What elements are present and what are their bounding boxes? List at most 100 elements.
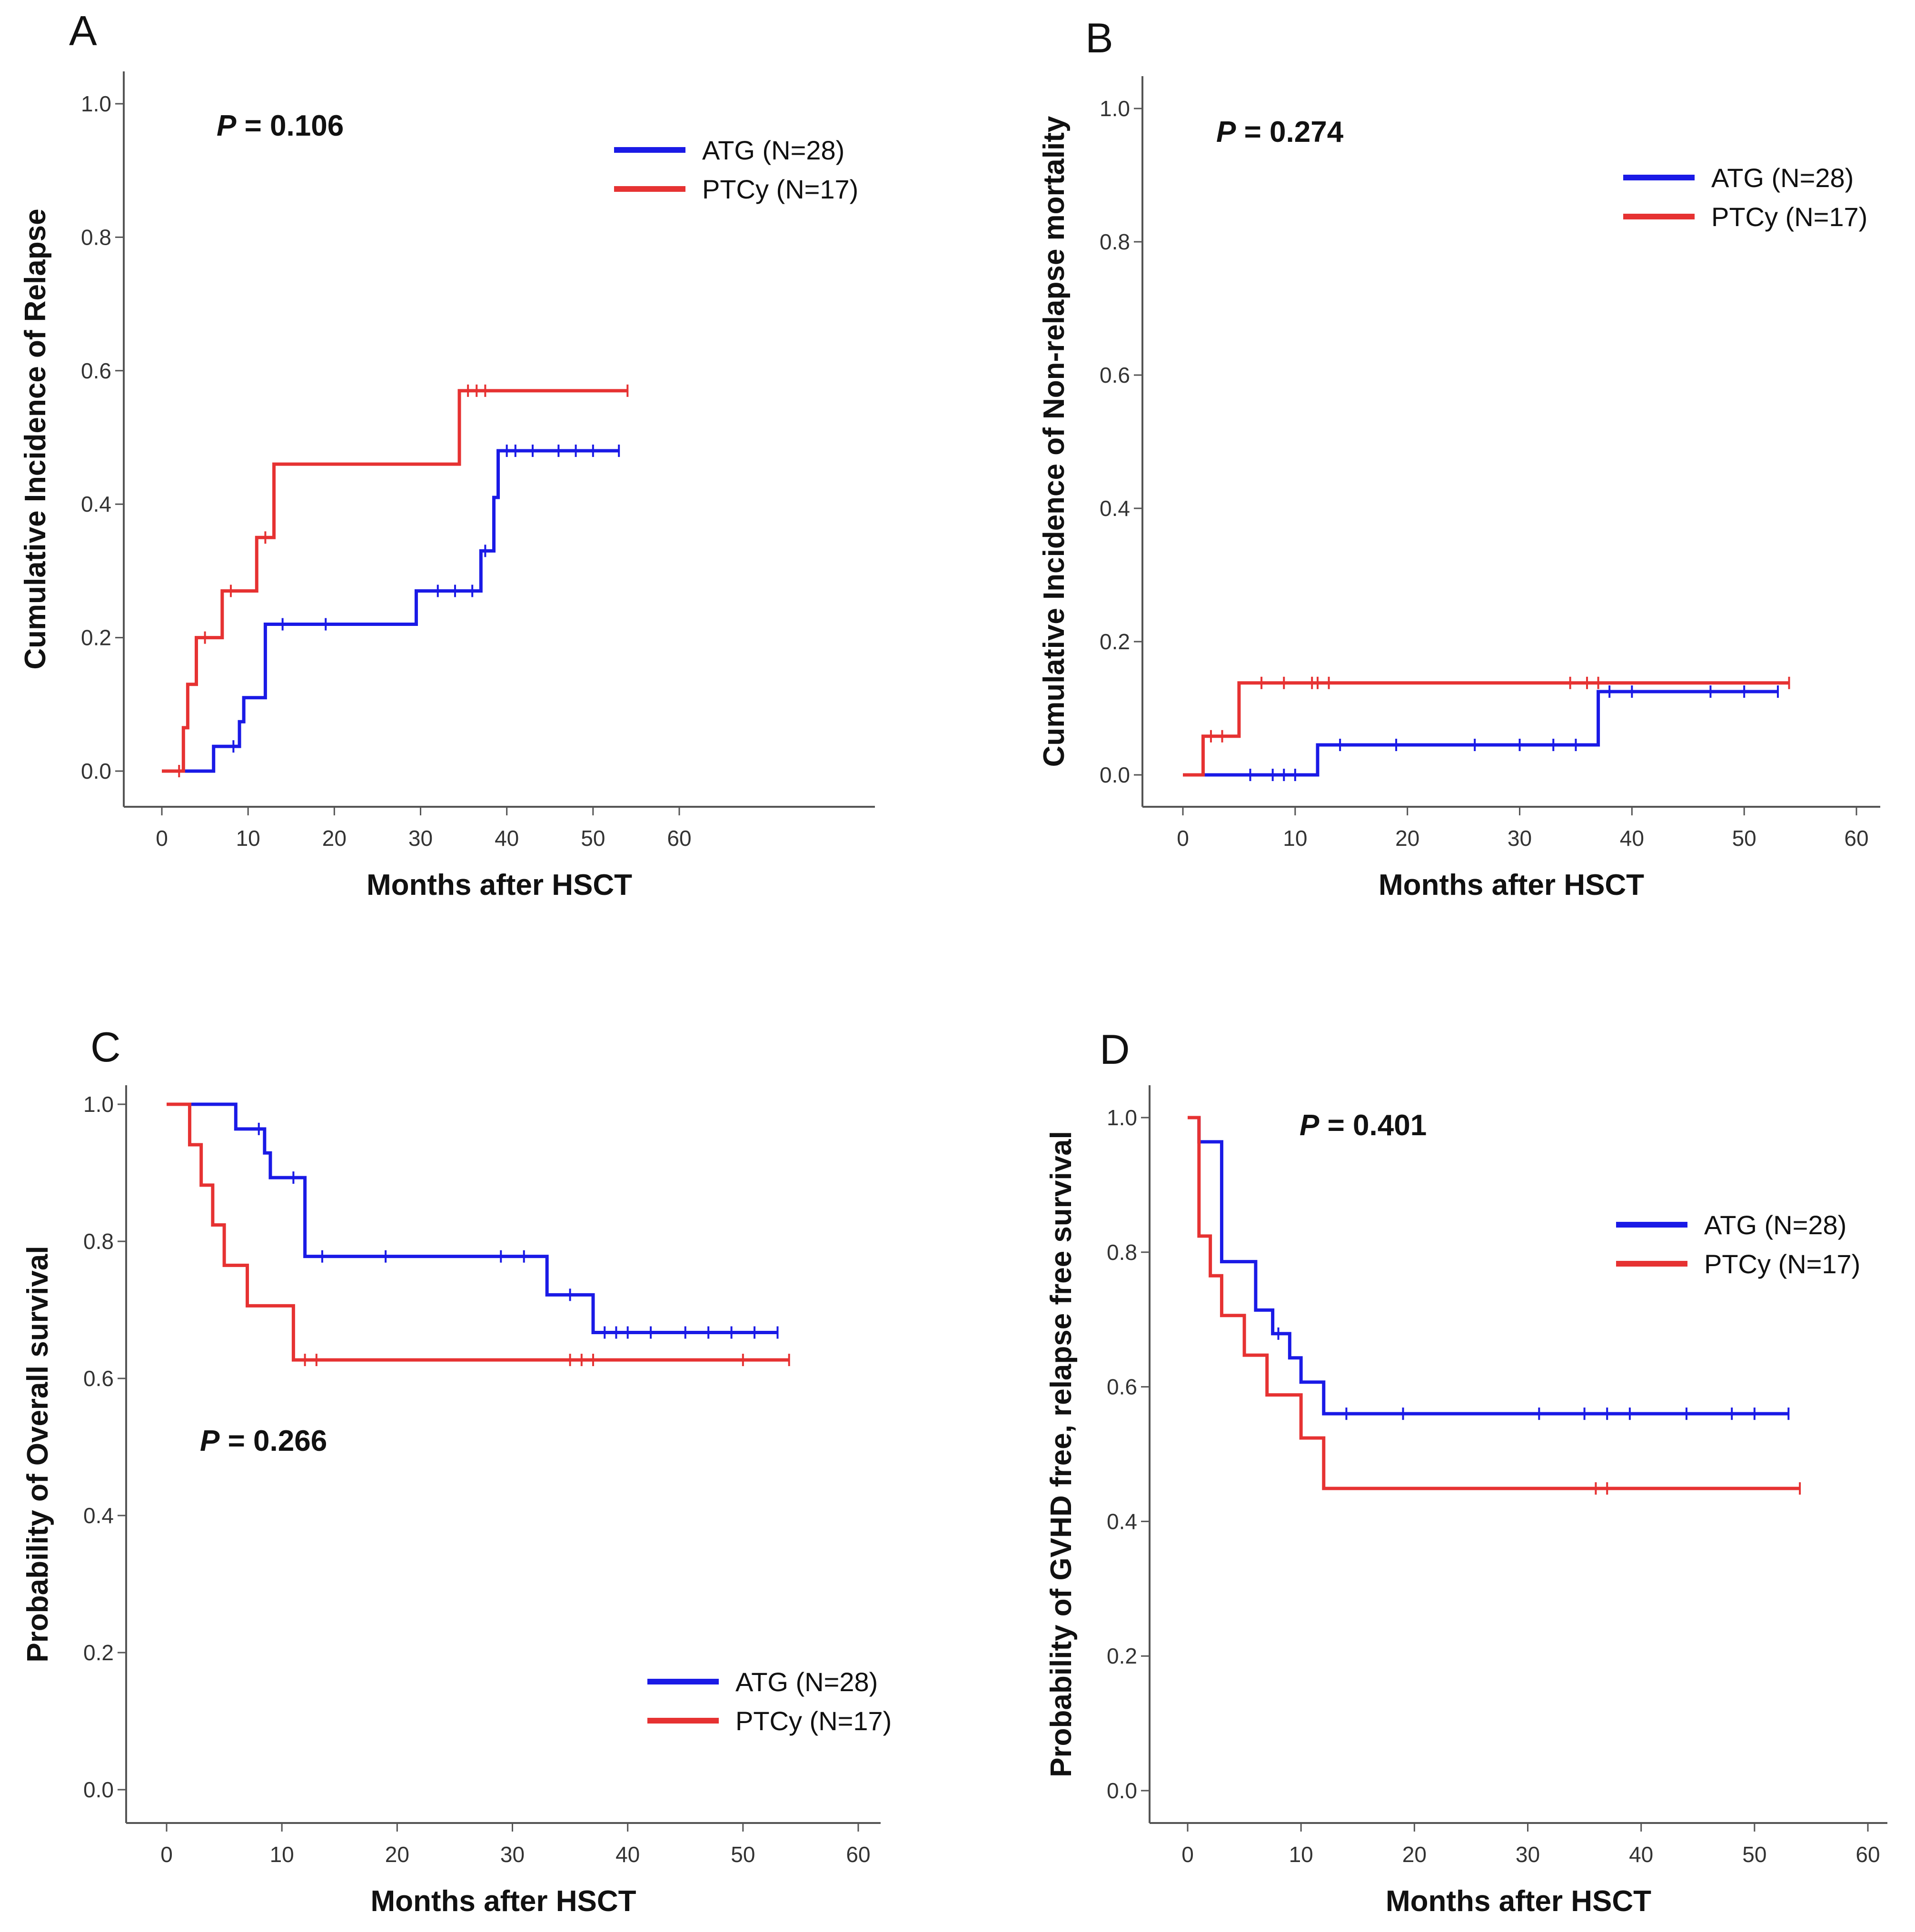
p-value: = 0.401 [1319,1109,1427,1142]
panel-d: D 0 10 20 30 40 50 60 0.0 0.2 0.4 0.6 0.8 1.0 Months a… [1045,1026,1887,1918]
x-tick-label: 40 [495,826,519,851]
p-value-label: P = 0.401 [1300,1109,1427,1142]
x-tick-label: 20 [385,1842,409,1867]
km-curve-ptcy [1188,1116,1800,1490]
p-value-label: P = 0.274 [1216,116,1344,149]
y-tick-label: 1.0 [1107,1105,1137,1130]
p-value: = 0.274 [1236,116,1343,149]
legend: ATG (N=28) PTCy (N=17) [1623,163,1867,232]
legend-label-atg: ATG (N=28) [1711,163,1854,193]
panel-letter: A [69,7,97,54]
p-value: = 0.106 [236,109,344,142]
x-tick-label: 60 [1844,826,1868,851]
x-axis-title: Months after HSCT [1379,869,1644,902]
x-tick-label: 50 [1732,826,1756,851]
x-tick-label: 0 [1181,1842,1194,1867]
series-atg [1183,685,1779,781]
legend-label-atg: ATG (N=28) [702,135,844,165]
km-curve-atg [1188,1116,1789,1416]
legend-label-ptcy: PTCy (N=17) [1704,1249,1860,1279]
series-ptcy [162,384,629,777]
y-tick-label: 0.2 [1100,629,1130,654]
y-axis-title: Cumulative Incidence of Relapse [19,208,52,669]
km-curve-atg [1183,690,1778,777]
y-tick-label: 0.8 [1100,229,1130,254]
x-tick-label: 30 [1508,826,1532,851]
x-tick-label: 60 [667,826,691,851]
p-symbol: P [1216,116,1236,149]
x-tick-label: 30 [500,1842,525,1867]
x-tick-label: 0 [160,1842,173,1867]
legend: ATG (N=28) PTCy (N=17) [647,1667,892,1736]
y-tick-label: 0.0 [81,759,111,783]
panel-a: A 0 10 20 30 40 50 60 0.0 0.2 0.4 0.6 0.8 1.0 Months a… [19,7,875,902]
panel-letter: D [1100,1026,1130,1073]
p-symbol: P [1300,1109,1320,1142]
panel-letter: C [90,1023,121,1070]
y-tick-label: 0.2 [1107,1644,1137,1668]
y-tick-label: 0.4 [1100,496,1130,521]
x-tick-label: 10 [1283,826,1307,851]
legend: ATG (N=28) PTCy (N=17) [1616,1210,1860,1279]
x-tick-label: 20 [322,826,347,851]
x-tick-label: 10 [1289,1842,1313,1867]
y-tick-label: 0.8 [1107,1240,1137,1265]
km-curve-atg [162,449,619,773]
y-tick-label: 0.6 [81,358,111,383]
y-tick-label: 0.6 [1107,1375,1137,1399]
x-axis-title: Months after HSCT [367,869,632,902]
p-symbol: P [200,1425,220,1457]
legend-label-ptcy: PTCy (N=17) [702,174,858,204]
x-tick-label: 40 [615,1842,640,1867]
series-ptcy [1188,1116,1801,1495]
y-tick-label: 0.8 [81,225,111,249]
y-tick-label: 1.0 [83,1092,114,1117]
y-tick-label: 0.0 [1107,1778,1137,1803]
series-ptcy [1183,676,1790,777]
x-axis-title: Months after HSCT [1386,1885,1651,1918]
y-tick-label: 0.4 [81,492,111,516]
y-tick-label: 0.0 [83,1777,114,1802]
x-tick-label: 20 [1402,1842,1427,1867]
y-axis-title: Cumulative Incidence of Non-relapse mort… [1038,116,1071,767]
legend-label-atg: ATG (N=28) [735,1667,878,1697]
x-tick-label: 60 [1855,1842,1880,1867]
x-tick-label: 30 [408,826,433,851]
x-tick-label: 50 [1742,1842,1766,1867]
panel-c: C 0 10 20 30 40 50 60 0.0 0.2 0.4 0.6 0.8 1.0 Months a… [21,1023,892,1918]
x-tick-label: 30 [1516,1842,1540,1867]
panel-letter: B [1085,14,1113,61]
p-value-label: P = 0.106 [217,109,344,142]
y-tick-label: 0.6 [1100,363,1130,387]
km-curve-ptcy [1183,681,1789,777]
legend-label-ptcy: PTCy (N=17) [1711,202,1867,232]
x-tick-label: 0 [156,826,168,851]
p-value-label: P = 0.266 [200,1425,327,1457]
p-symbol: P [217,109,237,142]
y-tick-label: 0.8 [83,1229,114,1254]
y-tick-label: 0.4 [1107,1509,1137,1534]
x-tick-label: 20 [1395,826,1419,851]
y-tick-label: 0.2 [83,1640,114,1665]
km-curve-atg [167,1102,778,1335]
series-atg [167,1102,779,1339]
legend: ATG (N=28) PTCy (N=17) [614,135,858,204]
series-atg [1188,1116,1790,1420]
legend-label-ptcy: PTCy (N=17) [735,1706,892,1736]
y-tick-label: 0.2 [81,625,111,650]
p-value: = 0.266 [219,1425,327,1457]
panel-b: B 0 10 20 30 40 50 60 0.0 0.2 0.4 0.6 0.8 1.0 Months a… [1038,14,1880,902]
series-atg [162,445,620,773]
x-tick-label: 60 [846,1842,870,1867]
x-tick-label: 50 [731,1842,755,1867]
x-tick-label: 0 [1177,826,1189,851]
y-tick-label: 0.4 [83,1503,114,1528]
y-tick-label: 1.0 [81,91,111,116]
y-axis-title: Probability of Overall survival [21,1246,54,1662]
km-curve-ptcy [162,389,628,773]
series-ptcy [167,1102,790,1367]
legend-label-atg: ATG (N=28) [1704,1210,1846,1240]
km-curve-ptcy [167,1102,789,1362]
x-tick-label: 10 [236,826,260,851]
